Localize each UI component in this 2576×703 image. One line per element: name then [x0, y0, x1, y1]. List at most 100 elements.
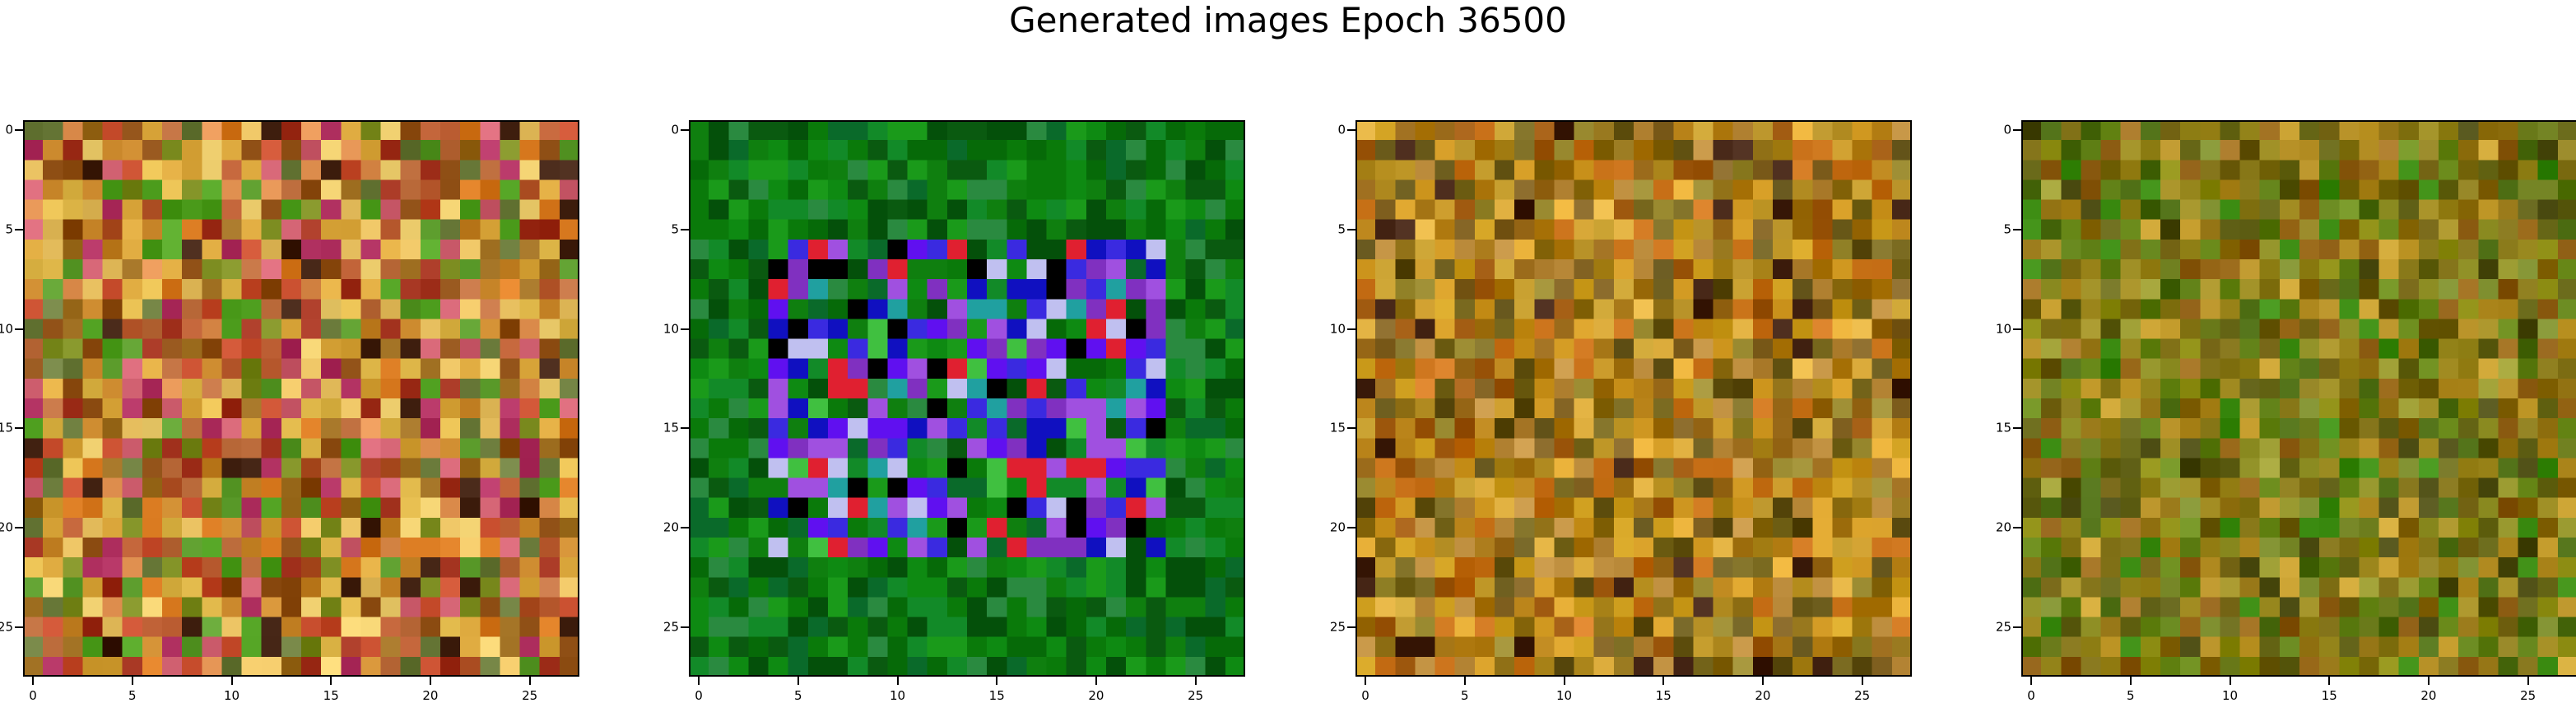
subplot-1: 0 5 10 15 20 25 0 5 10 15 20 25 [0, 120, 579, 702]
y-tick-label: 20 [0, 519, 13, 535]
y-tick-label: 15 [1995, 420, 2011, 435]
x-tick-mark [32, 677, 35, 685]
image-heatmap-3 [1355, 120, 1912, 677]
y-tick-mark [1347, 626, 1355, 628]
x-tick-label: 10 [223, 688, 240, 703]
x-tick-mark [1463, 677, 1466, 685]
x-tick-label: 25 [1854, 688, 1871, 703]
y-tick-label: 10 [1329, 321, 1346, 336]
y-tick-label: 5 [5, 221, 13, 237]
y-tick-mark [681, 526, 689, 528]
y-tick-label: 0 [671, 122, 679, 137]
y-tick-mark [15, 328, 23, 330]
x-tick-label: 20 [422, 688, 439, 703]
image-heatmap-2 [689, 120, 1245, 677]
y-tick-mark [15, 526, 23, 528]
x-tick-mark [1095, 677, 1097, 685]
x-tick-label: 10 [889, 688, 906, 703]
y-tick-mark [15, 129, 23, 132]
y-tick-mark [1347, 427, 1355, 430]
x-tick-mark [2328, 677, 2331, 685]
y-tick-label: 25 [1329, 619, 1346, 635]
x-tick-label: 5 [2127, 688, 2135, 703]
x-tick-label: 15 [2321, 688, 2337, 703]
y-tick-label: 5 [2003, 221, 2011, 237]
image-heatmap-1 [23, 120, 579, 677]
x-tick-label: 5 [128, 688, 137, 703]
x-tick-label: 5 [1461, 688, 1469, 703]
y-tick-mark [1347, 129, 1355, 132]
x-tick-mark [1365, 677, 1367, 685]
y-tick-mark [681, 626, 689, 628]
y-tick-mark [681, 328, 689, 330]
x-tick-mark [896, 677, 899, 685]
x-tick-label: 15 [323, 688, 339, 703]
y-tick-mark [1347, 526, 1355, 528]
x-tick-mark [2129, 677, 2132, 685]
x-tick-mark [996, 677, 998, 685]
y-tick-label: 5 [671, 221, 679, 237]
x-tick-label: 15 [1655, 688, 1672, 703]
x-tick-label: 10 [2221, 688, 2239, 703]
x-tick-label: 25 [522, 688, 538, 703]
x-tick-label: 20 [2420, 688, 2437, 703]
y-tick-label: 15 [663, 420, 679, 435]
subplot-2: 0 5 10 15 20 25 0 5 10 15 20 25 [663, 120, 1245, 702]
y-tick-mark [15, 626, 23, 628]
x-tick-mark [698, 677, 700, 685]
y-tick-label: 5 [1337, 221, 1346, 237]
image-heatmap-4 [2021, 120, 2576, 677]
x-tick-mark [2229, 677, 2231, 685]
y-tick-label: 15 [1329, 420, 1346, 435]
y-tick-label: 10 [0, 321, 13, 336]
y-tick-label: 15 [0, 420, 13, 435]
x-tick-label: 20 [1755, 688, 1771, 703]
y-tick-label: 20 [1995, 519, 2011, 535]
y-tick-label: 25 [1995, 619, 2011, 635]
x-tick-mark [131, 677, 133, 685]
x-tick-label: 5 [794, 688, 802, 703]
y-tick-mark [2013, 526, 2021, 528]
x-tick-label: 0 [29, 688, 37, 703]
y-tick-mark [2013, 427, 2021, 430]
x-tick-label: 15 [988, 688, 1005, 703]
y-tick-label: 25 [0, 619, 13, 635]
y-tick-mark [2013, 328, 2021, 330]
x-tick-label: 25 [1188, 688, 1204, 703]
y-tick-mark [2013, 129, 2021, 132]
x-tick-mark [1861, 677, 1863, 685]
y-tick-label: 0 [2003, 122, 2011, 137]
y-tick-mark [1347, 228, 1355, 230]
y-tick-label: 10 [663, 321, 679, 336]
x-tick-mark [2030, 677, 2033, 685]
subplot-4: 0 5 10 15 20 25 0 5 10 15 20 25 [1996, 120, 2576, 702]
y-tick-mark [2013, 228, 2021, 230]
x-tick-mark [330, 677, 332, 685]
x-tick-label: 0 [2027, 688, 2035, 703]
x-tick-mark [429, 677, 431, 685]
x-tick-label: 25 [2520, 688, 2536, 703]
x-tick-mark [230, 677, 233, 685]
y-tick-label: 25 [663, 619, 679, 635]
y-tick-label: 0 [1337, 122, 1346, 137]
y-tick-mark [15, 427, 23, 430]
x-tick-mark [1563, 677, 1565, 685]
x-tick-mark [1761, 677, 1764, 685]
x-tick-label: 0 [695, 688, 703, 703]
x-tick-mark [2427, 677, 2430, 685]
y-tick-label: 20 [663, 519, 679, 535]
x-tick-mark [528, 677, 531, 685]
y-tick-mark [681, 427, 689, 430]
x-tick-label: 10 [1555, 688, 1573, 703]
chart-title: Generated images Epoch 36500 [1009, 0, 1567, 40]
x-tick-label: 0 [1361, 688, 1369, 703]
x-tick-label: 20 [1088, 688, 1104, 703]
x-tick-mark [1662, 677, 1665, 685]
x-tick-mark [2527, 677, 2529, 685]
y-tick-label: 20 [1329, 519, 1346, 535]
y-tick-label: 10 [1995, 321, 2011, 336]
x-tick-mark [1194, 677, 1197, 685]
subplot-3: 0 5 10 15 20 25 0 5 10 15 20 25 [1330, 120, 1912, 702]
y-tick-mark [1347, 328, 1355, 330]
y-tick-mark [2013, 626, 2021, 628]
